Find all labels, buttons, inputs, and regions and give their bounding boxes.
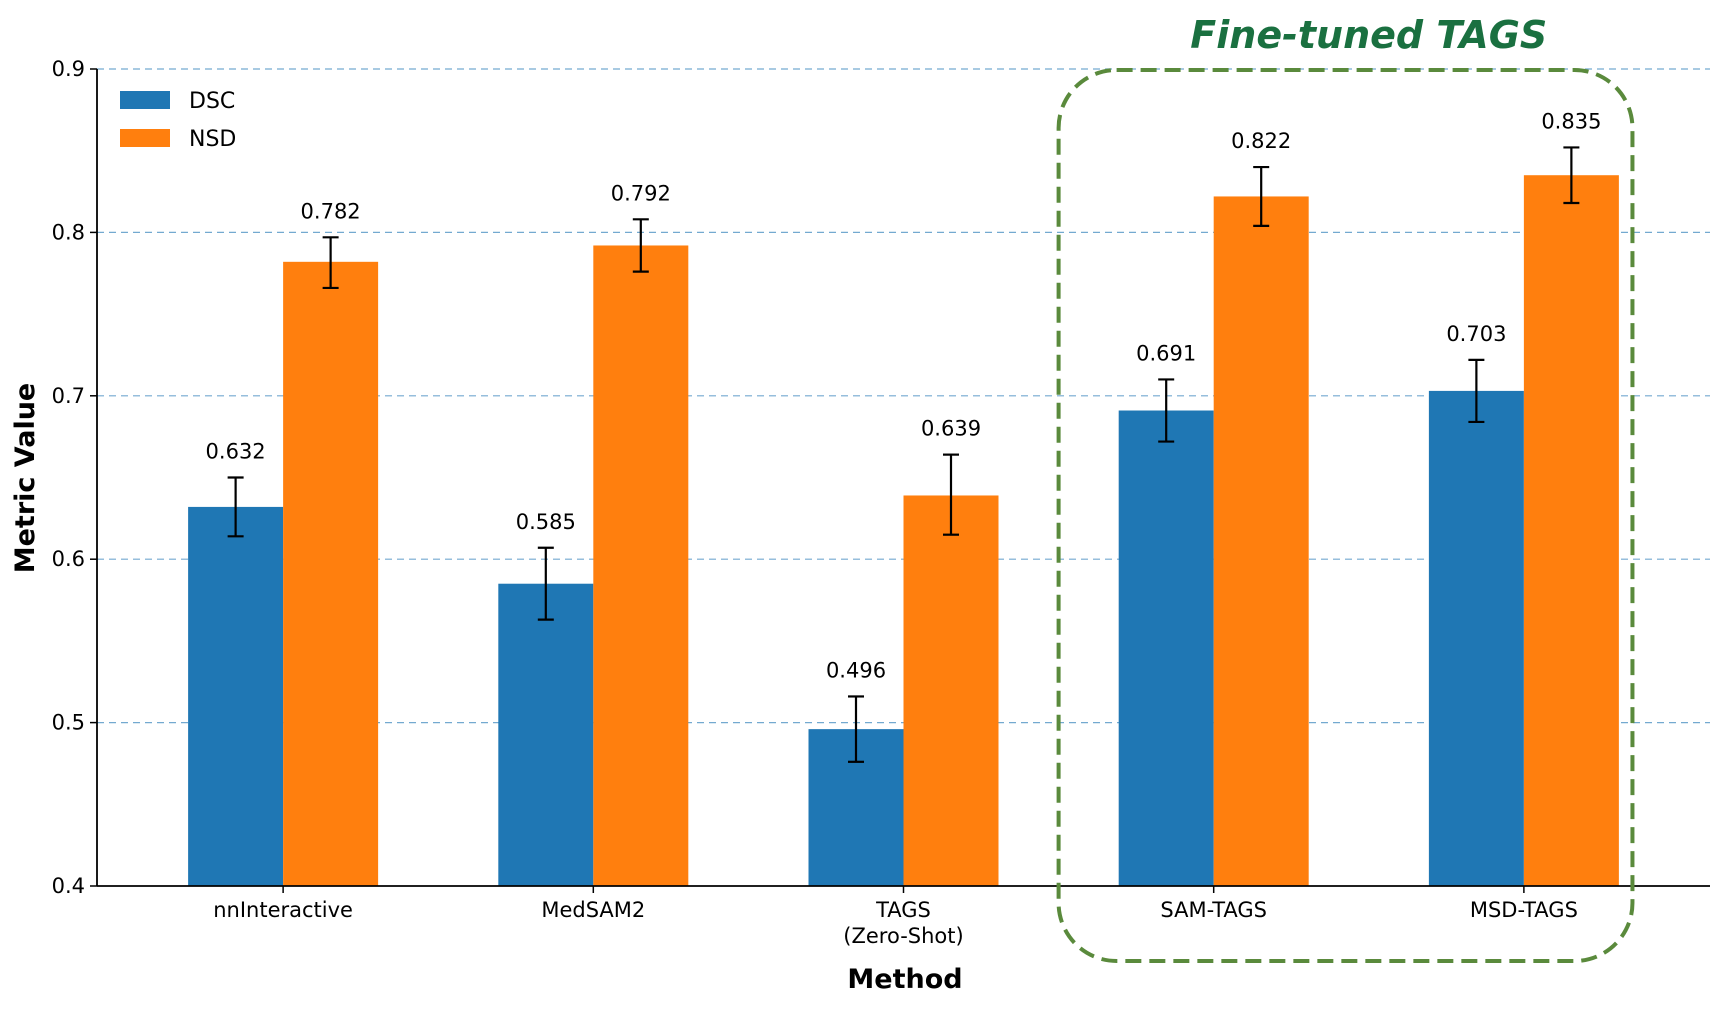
y-ticks: 0.4 0.5 0.6 0.7 0.8 0.9 <box>52 57 97 898</box>
y-tick-label: 0.4 <box>52 874 85 898</box>
bar-dsc <box>1428 390 1524 886</box>
bar-dsc <box>498 583 594 886</box>
y-tick-label: 0.5 <box>52 711 85 735</box>
value-label: 0.691 <box>1136 341 1196 365</box>
value-label: 0.792 <box>611 181 671 205</box>
error-bars <box>227 146 1580 763</box>
bar-nsd <box>903 495 999 886</box>
fine-tuned-callout: Fine-tuned TAGS <box>1056 13 1635 963</box>
y-tick-label: 0.8 <box>52 220 85 244</box>
value-label: 0.632 <box>206 440 266 464</box>
value-label: 0.639 <box>921 417 981 441</box>
value-label: 0.835 <box>1541 109 1601 133</box>
x-tick-label: MSD-TAGS <box>1470 898 1578 922</box>
legend-label-dsc: DSC <box>189 89 235 114</box>
y-tick-label: 0.7 <box>52 384 85 408</box>
x-tick-label: (Zero-Shot) <box>843 924 963 948</box>
x-tick-label: TAGS <box>875 898 931 922</box>
callout-title: Fine-tuned TAGS <box>1190 13 1547 57</box>
legend: DSC NSD <box>120 89 236 152</box>
value-labels: 0.632 0.585 0.496 0.691 0.703 0.782 0.792 0.639… <box>206 109 1602 682</box>
bar-nsd <box>1213 196 1309 886</box>
y-axis-title: Metric Value <box>10 383 41 574</box>
value-label: 0.585 <box>516 510 576 534</box>
x-ticks: nnInteractive MedSAM2 TAGS(Zero-Shot) SAM-T… <box>213 886 1578 948</box>
x-tick-label: SAM-TAGS <box>1160 898 1267 922</box>
value-label: 0.703 <box>1446 322 1506 346</box>
bars <box>188 175 1619 887</box>
bar-nsd <box>1523 175 1619 886</box>
x-tick-label: nnInteractive <box>213 898 353 922</box>
y-tick-label: 0.9 <box>52 57 85 81</box>
value-label: 0.496 <box>826 658 886 682</box>
legend-swatch-nsd <box>120 129 170 147</box>
y-tick-label: 0.6 <box>52 547 85 571</box>
legend-swatch-dsc <box>120 91 170 109</box>
bar-nsd <box>283 261 379 886</box>
bar-nsd <box>593 245 689 887</box>
x-axis-title: Method <box>847 964 962 995</box>
value-label: 0.822 <box>1231 129 1291 153</box>
bar-dsc <box>188 506 284 886</box>
legend-label-nsd: NSD <box>189 127 236 152</box>
callout-box <box>1056 68 1635 963</box>
value-label: 0.782 <box>301 199 361 223</box>
bar-dsc <box>1118 410 1214 886</box>
x-tick-label: MedSAM2 <box>541 898 645 922</box>
